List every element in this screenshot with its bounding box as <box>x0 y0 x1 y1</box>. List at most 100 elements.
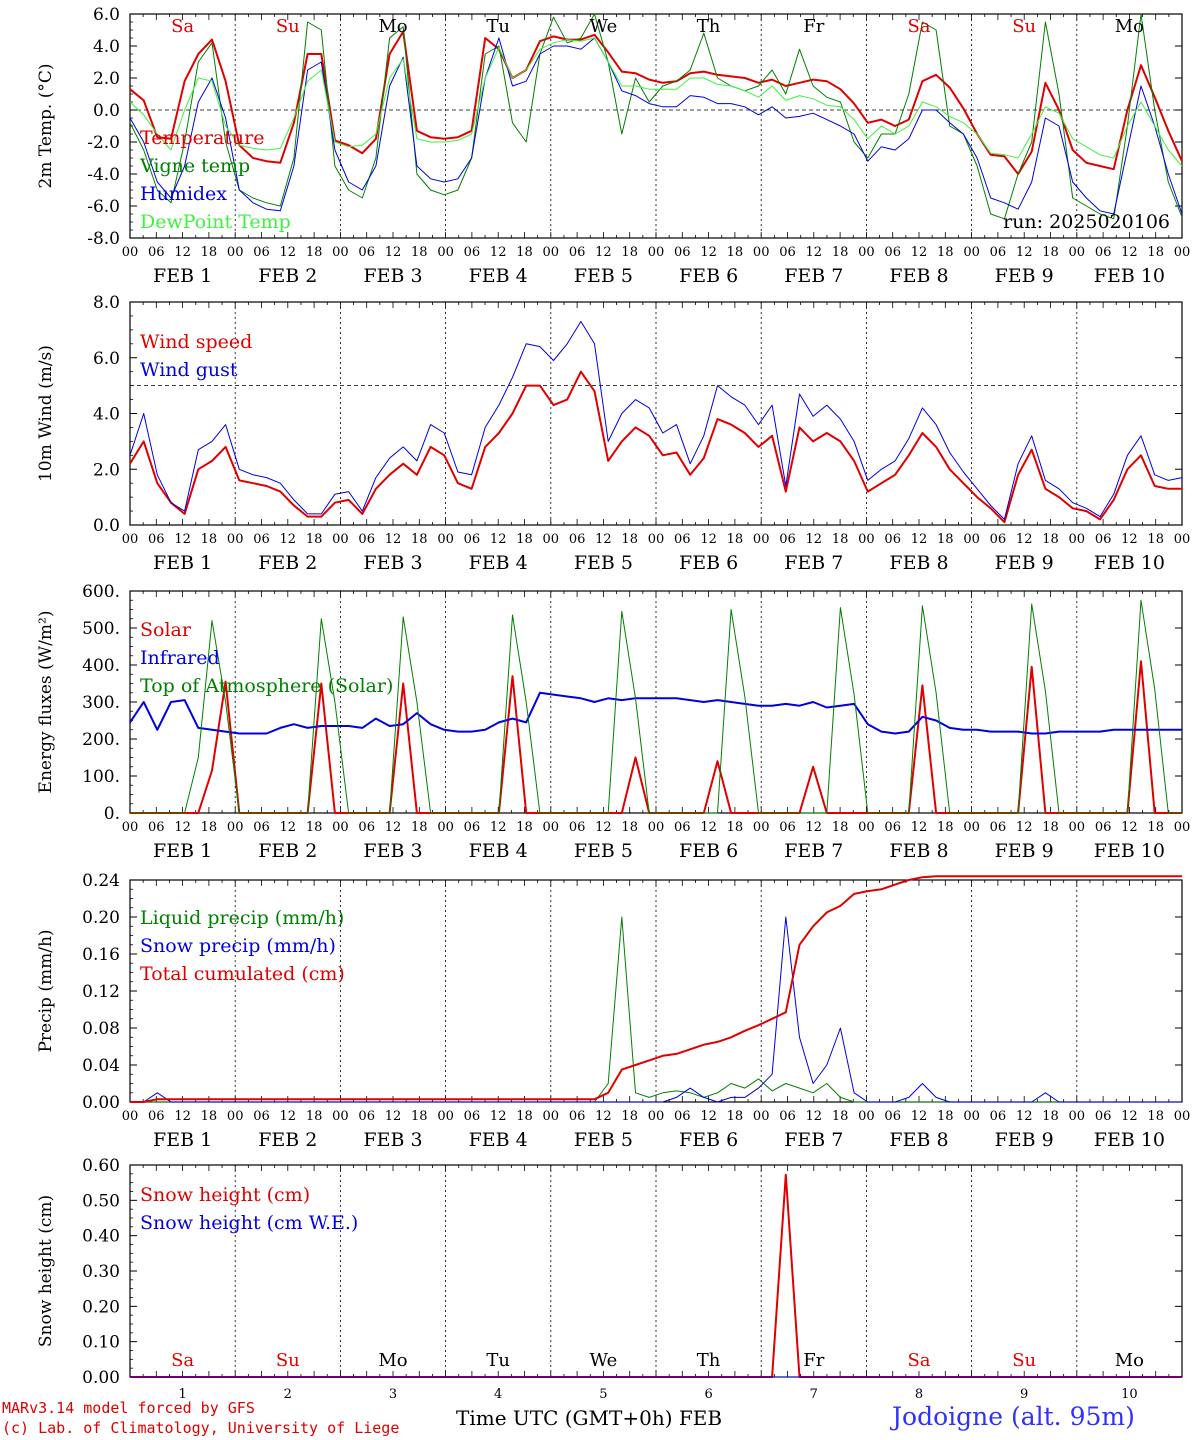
y-axis-title: Precip (mm/h) <box>36 929 56 1052</box>
y-tick-label: 2.0 <box>93 460 120 480</box>
weekday-label: Th <box>697 16 721 37</box>
date-label: FEB 3 <box>363 1129 422 1151</box>
legend-entry: Wind speed <box>140 331 252 353</box>
hour-label: 00 <box>332 245 349 260</box>
day-number: 10 <box>1121 1387 1138 1402</box>
hour-label: 00 <box>963 1109 980 1124</box>
hour-label: 12 <box>700 532 717 547</box>
date-label: FEB 5 <box>574 552 633 574</box>
hour-label: 06 <box>148 245 165 260</box>
hour-label: 00 <box>122 820 139 835</box>
day-number: 6 <box>704 1387 712 1402</box>
date-label: FEB 2 <box>258 840 317 862</box>
hour-label: 06 <box>569 532 586 547</box>
hour-label: 18 <box>937 820 954 835</box>
date-label: FEB 9 <box>995 840 1054 862</box>
y-tick-label: 0.04 <box>82 1056 120 1076</box>
hour-label: 06 <box>464 532 481 547</box>
hour-label: 18 <box>201 245 218 260</box>
hour-label: 06 <box>674 532 691 547</box>
weekday-label: Tu <box>486 1350 510 1371</box>
date-label: FEB 10 <box>1094 840 1165 862</box>
y-tick-label: 0.30 <box>82 1262 120 1282</box>
weekday-label: Fr <box>803 16 824 37</box>
hour-label: 18 <box>621 532 638 547</box>
hour-label: 00 <box>753 532 770 547</box>
hour-label: 18 <box>621 245 638 260</box>
hour-label: 00 <box>1174 532 1191 547</box>
weekday-label: Mo <box>378 1350 407 1371</box>
y-tick-label: 0.00 <box>82 1093 120 1113</box>
date-label: FEB 7 <box>784 840 843 862</box>
hour-label: 12 <box>385 245 402 260</box>
date-label: FEB 9 <box>995 265 1054 287</box>
hour-label: 12 <box>1121 532 1138 547</box>
series-line-infrared <box>129 691 1182 735</box>
day-number: 4 <box>494 1387 502 1402</box>
hour-label: 06 <box>779 1109 796 1124</box>
weekday-label: Sa <box>907 1350 930 1371</box>
series-line-vigne-temp <box>129 13 1183 220</box>
legend-entry: Infrared <box>140 647 220 669</box>
run-annotation: run: 2025020106 <box>1003 211 1170 233</box>
station-name: Jodoigne (alt. 95m) <box>892 1402 1135 1431</box>
hour-label: 00 <box>1069 820 1086 835</box>
day-number: 8 <box>915 1387 923 1402</box>
hour-label: 18 <box>727 532 744 547</box>
y-tick-label: 500. <box>82 619 120 639</box>
hour-label: 18 <box>201 532 218 547</box>
hour-label: 12 <box>806 245 823 260</box>
hour-label: 06 <box>569 245 586 260</box>
y-tick-label: 0.60 <box>82 1156 120 1176</box>
y-tick-label: 0.20 <box>82 908 120 928</box>
hour-label: 12 <box>1121 245 1138 260</box>
hour-label: 00 <box>963 820 980 835</box>
hour-label: 06 <box>884 820 901 835</box>
date-label: FEB 1 <box>153 552 212 574</box>
hour-label: 12 <box>1016 820 1033 835</box>
hour-label: 06 <box>674 820 691 835</box>
date-label: FEB 2 <box>258 1129 317 1151</box>
date-label: FEB 9 <box>995 1129 1054 1151</box>
series-line-wind-speed <box>129 370 1182 524</box>
day-number: 2 <box>284 1387 292 1402</box>
y-tick-label: 6.0 <box>93 349 120 369</box>
hour-label: 06 <box>674 1109 691 1124</box>
hour-label: 06 <box>569 820 586 835</box>
hour-label: 12 <box>595 820 612 835</box>
hour-label: 12 <box>385 532 402 547</box>
y-tick-label: -6.0 <box>87 197 120 217</box>
date-label: FEB 2 <box>258 552 317 574</box>
hour-label: 18 <box>411 532 428 547</box>
y-tick-label: -4.0 <box>87 165 120 185</box>
hour-label: 12 <box>490 245 507 260</box>
y-tick-label: 0.10 <box>82 1333 120 1353</box>
hour-label: 18 <box>1042 820 1059 835</box>
hour-label: 06 <box>464 820 481 835</box>
date-label: FEB 4 <box>469 265 528 287</box>
hour-label: 12 <box>280 1109 297 1124</box>
hour-label: 06 <box>464 1109 481 1124</box>
y-tick-label: 600. <box>82 582 120 602</box>
hour-label: 18 <box>1042 1109 1059 1124</box>
hour-label: 18 <box>516 245 533 260</box>
date-label: FEB 7 <box>784 1129 843 1151</box>
hour-label: 18 <box>411 245 428 260</box>
hour-label: 00 <box>227 820 244 835</box>
hour-label: 00 <box>543 532 560 547</box>
hour-label: 18 <box>937 532 954 547</box>
x-axis-title: Time UTC (GMT+0h) FEB <box>456 1406 723 1430</box>
y-tick-label: 400. <box>82 656 120 676</box>
y-tick-label: 0.20 <box>82 1297 120 1317</box>
hour-label: 12 <box>280 245 297 260</box>
hour-label: 00 <box>437 1109 454 1124</box>
hour-label: 12 <box>595 245 612 260</box>
hour-label: 06 <box>148 820 165 835</box>
hour-label: 06 <box>990 820 1007 835</box>
hour-label: 00 <box>437 245 454 260</box>
y-tick-label: 0.08 <box>82 1019 120 1039</box>
hour-label: 00 <box>332 820 349 835</box>
legend-entry: Vigne temp <box>139 155 250 177</box>
weekday-label: We <box>590 1350 618 1371</box>
